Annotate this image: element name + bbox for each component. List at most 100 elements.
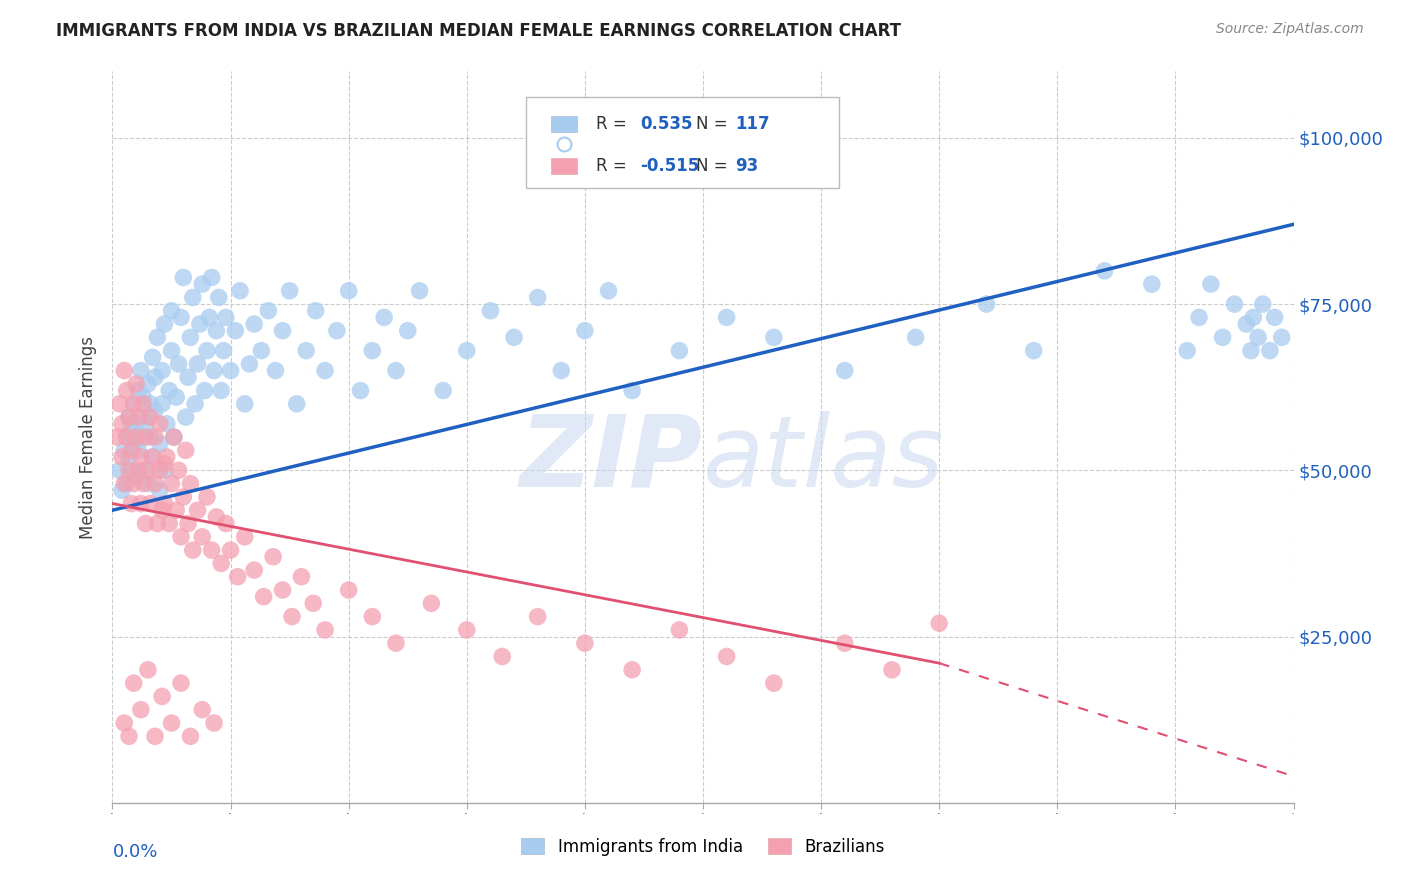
Point (184, 397, 207, 411)
Point (290, 570, 312, 584)
Point (202, 363, 225, 377)
Point (314, 363, 336, 377)
Point (191, 703, 214, 717)
Point (229, 284, 252, 298)
Point (198, 310, 221, 325)
Point (160, 303, 183, 318)
Point (385, 636, 408, 650)
Point (143, 403, 166, 417)
Point (373, 310, 395, 325)
Text: -0.515: -0.515 (640, 157, 700, 175)
Point (127, 410, 149, 425)
Point (224, 324, 246, 338)
Point (226, 570, 249, 584)
Point (163, 430, 186, 444)
Point (361, 343, 384, 358)
Point (120, 463, 142, 477)
Point (326, 324, 349, 338)
Point (125, 430, 148, 444)
Point (118, 410, 141, 425)
Point (219, 363, 242, 377)
Point (201, 270, 224, 285)
Point (205, 324, 228, 338)
Point (302, 596, 325, 610)
Point (125, 417, 148, 431)
Point (212, 343, 235, 358)
Point (215, 516, 238, 531)
Point (186, 357, 208, 371)
Point (122, 476, 145, 491)
Point (118, 410, 141, 425)
Point (1240, 343, 1263, 358)
Point (136, 463, 159, 477)
Point (1264, 310, 1286, 325)
FancyBboxPatch shape (551, 116, 576, 132)
Y-axis label: Median Female Earnings: Median Female Earnings (79, 335, 97, 539)
Point (491, 649, 513, 664)
Point (149, 436, 172, 450)
Point (456, 623, 478, 637)
Text: atlas: atlas (703, 410, 945, 508)
Point (136, 476, 159, 491)
Point (112, 443, 135, 458)
Point (278, 284, 301, 298)
Point (257, 303, 280, 318)
Point (179, 330, 201, 344)
Point (194, 384, 217, 398)
Point (295, 343, 318, 358)
Point (142, 450, 165, 464)
Point (1258, 343, 1281, 358)
Point (125, 470, 148, 484)
Point (233, 530, 256, 544)
Point (238, 357, 260, 371)
Point (132, 397, 155, 411)
Point (1223, 297, 1246, 311)
Text: 0.535: 0.535 (640, 115, 693, 133)
Point (1094, 264, 1116, 278)
Point (762, 676, 785, 690)
Point (143, 476, 166, 491)
Point (243, 317, 266, 331)
Point (160, 476, 183, 491)
Point (108, 463, 131, 477)
Point (135, 463, 157, 477)
Point (167, 463, 190, 477)
Point (1251, 297, 1274, 311)
Point (120, 424, 142, 438)
Point (122, 397, 145, 411)
Point (129, 410, 152, 425)
Point (479, 303, 502, 318)
Point (143, 370, 166, 384)
Text: Source: ZipAtlas.com: Source: ZipAtlas.com (1216, 22, 1364, 37)
Text: N =: N = (696, 157, 733, 175)
Point (156, 450, 179, 464)
Point (165, 390, 187, 404)
Point (762, 330, 785, 344)
Point (1140, 277, 1163, 292)
Text: R =: R = (596, 157, 631, 175)
Point (880, 663, 903, 677)
Text: R =: R = (596, 115, 631, 133)
Point (526, 609, 548, 624)
Point (215, 310, 238, 325)
Point (174, 410, 197, 425)
Point (163, 430, 186, 444)
Point (115, 430, 138, 444)
Text: ZIP: ZIP (520, 410, 703, 508)
Point (202, 716, 225, 731)
Point (1247, 330, 1270, 344)
Point (420, 596, 443, 610)
Point (337, 582, 360, 597)
Point (262, 549, 284, 564)
Point (195, 490, 218, 504)
Point (179, 729, 201, 743)
Point (1234, 317, 1257, 331)
Point (132, 476, 155, 491)
Point (135, 417, 157, 431)
Point (209, 384, 232, 398)
Point (1188, 310, 1211, 325)
Point (668, 343, 690, 358)
Point (361, 609, 384, 624)
Point (195, 343, 218, 358)
Point (1199, 277, 1222, 292)
